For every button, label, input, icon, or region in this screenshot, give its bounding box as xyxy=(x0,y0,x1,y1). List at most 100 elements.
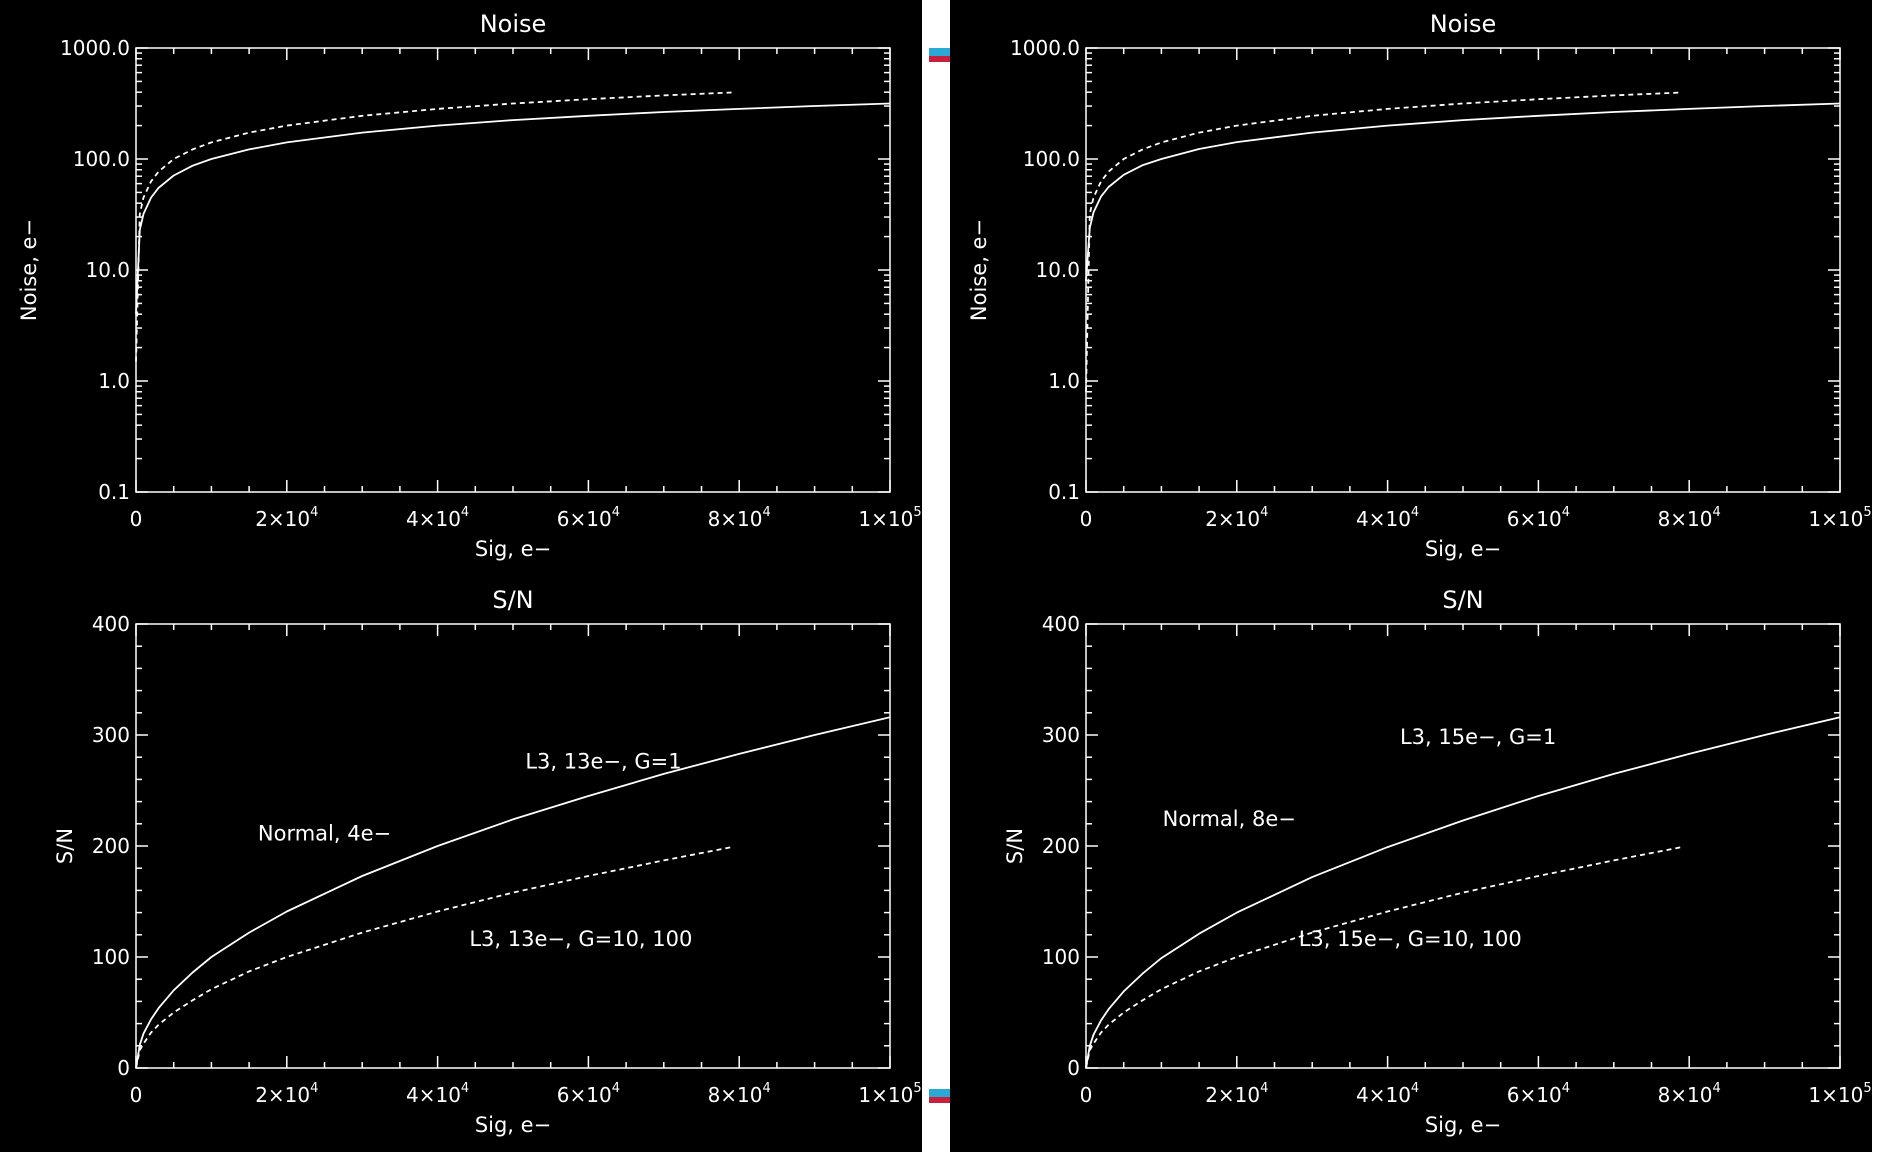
right-figure-panel: 0 2×104 4×104 6×104 8×104 1×105 0.1 1.0 10.0 100.… xyxy=(950,0,1872,1152)
x-tick-label-mantissa: 1×10 xyxy=(858,1083,913,1107)
x-ticks xyxy=(1085,48,1841,492)
y-ticks xyxy=(1086,623,1840,1069)
x-axis-label: Sig, e− xyxy=(475,537,551,561)
x-tick-label-mantissa: 0 xyxy=(1080,1083,1093,1107)
y-tick-label: 10.0 xyxy=(85,258,130,282)
x-tick-label: 8×104 xyxy=(708,1081,771,1107)
x-tick-label: 6×104 xyxy=(1507,505,1570,531)
x-tick-label-mantissa: 0 xyxy=(1080,507,1093,531)
x-tick-label-exponent: 5 xyxy=(1863,505,1871,520)
y-tick-label: 0.1 xyxy=(98,480,130,504)
x-tick-label: 0 xyxy=(1080,1083,1093,1107)
x-tick-label-mantissa: 1×10 xyxy=(1808,1083,1863,1107)
snr-chart-right: 0 2×104 4×104 6×104 8×104 1×1050100200300400S… xyxy=(1003,586,1872,1137)
x-tick-label-mantissa: 0 xyxy=(130,1083,143,1107)
x-ticks xyxy=(135,48,891,492)
separator-marker-bottom-red xyxy=(929,1097,950,1103)
x-tick-label: 0 xyxy=(130,507,143,531)
x-tick-label-exponent: 4 xyxy=(612,1081,620,1096)
chart-title: Noise xyxy=(480,10,547,38)
x-tick-label-exponent: 4 xyxy=(1713,1081,1721,1096)
x-tick-label-mantissa: 2×10 xyxy=(255,1083,310,1107)
curve-annotation: Normal, 8e− xyxy=(1163,807,1296,831)
y-tick-label: 1.0 xyxy=(98,369,130,393)
solid-series-line xyxy=(1085,716,1841,1069)
separator-marker-top-cyan xyxy=(929,48,950,56)
x-tick-label: 1×105 xyxy=(858,1081,921,1107)
curve-annotation: L3, 15e−, G=1 xyxy=(1400,725,1556,749)
y-tick-label: 400 xyxy=(92,612,130,636)
x-tick-label-exponent: 4 xyxy=(310,505,318,520)
x-tick-label: 0 xyxy=(130,1083,143,1107)
x-tick-label-exponent: 4 xyxy=(1260,505,1268,520)
x-tick-label: 8×104 xyxy=(1658,1081,1721,1107)
x-tick-label: 2×104 xyxy=(1205,505,1268,531)
x-tick-label-mantissa: 0 xyxy=(130,507,143,531)
x-tick-label: 2×104 xyxy=(1205,1081,1268,1107)
y-tick-label: 300 xyxy=(1042,723,1080,747)
x-tick-label: 4×104 xyxy=(1356,1081,1419,1107)
y-tick-label: 0 xyxy=(117,1056,130,1080)
y-axis-label: Noise, e− xyxy=(17,219,41,321)
x-tick-label-exponent: 4 xyxy=(1713,505,1721,520)
y-axis-label: Noise, e− xyxy=(967,219,991,321)
x-tick-label-exponent: 4 xyxy=(1411,505,1419,520)
snr-chart-left: 0 2×104 4×104 6×104 8×104 1×1050100200300400S… xyxy=(53,586,922,1137)
x-tick-label-mantissa: 8×10 xyxy=(1658,507,1713,531)
x-tick-label-exponent: 4 xyxy=(1411,1081,1419,1096)
x-tick-label-mantissa: 2×10 xyxy=(1205,1083,1260,1107)
x-tick-label: 6×104 xyxy=(1507,1081,1570,1107)
x-tick-label-mantissa: 8×10 xyxy=(708,507,763,531)
x-tick-label: 4×104 xyxy=(406,1081,469,1107)
noise-chart-left: 0 2×104 4×104 6×104 8×104 1×1050.11.010.0100.… xyxy=(17,10,922,561)
x-tick-label-mantissa: 6×10 xyxy=(1507,507,1562,531)
y-tick-label: 200 xyxy=(1042,834,1080,858)
x-axis-label: Sig, e− xyxy=(475,1113,551,1137)
x-tick-label-mantissa: 8×10 xyxy=(708,1083,763,1107)
x-tick-label-exponent: 5 xyxy=(913,1081,921,1096)
separator-marker-bottom-cyan xyxy=(929,1089,950,1097)
y-tick-label: 100 xyxy=(92,945,130,969)
y-tick-label: 0 xyxy=(1067,1056,1080,1080)
y-tick-label: 1.0 xyxy=(1048,369,1080,393)
y-tick-label: 300 xyxy=(92,723,130,747)
x-tick-label-mantissa: 1×10 xyxy=(858,507,913,531)
x-tick-label: 6×104 xyxy=(557,1081,620,1107)
plot-frame xyxy=(1085,623,1841,1069)
x-tick-label: 2×104 xyxy=(255,1081,318,1107)
x-tick-label-mantissa: 4×10 xyxy=(1356,507,1411,531)
x-tick-label: 6×104 xyxy=(557,505,620,531)
left-figure-panel: 0 2×104 4×104 6×104 8×104 1×105 0.1 1.0 10.0 100.… xyxy=(0,0,922,1152)
x-axis-label: Sig, e− xyxy=(1425,1113,1501,1137)
x-tick-label-mantissa: 4×10 xyxy=(1356,1083,1411,1107)
y-tick-label: 100 xyxy=(1042,945,1080,969)
x-tick-label-exponent: 4 xyxy=(310,1081,318,1096)
x-tick-label-exponent: 5 xyxy=(913,505,921,520)
x-tick-label: 2×104 xyxy=(255,505,318,531)
chart-title: S/N xyxy=(492,586,533,614)
x-tick-label: 1×105 xyxy=(1808,1081,1871,1107)
solid-series-line xyxy=(1085,102,1841,281)
x-tick-label-mantissa: 6×10 xyxy=(557,507,612,531)
x-tick-label: 8×104 xyxy=(1658,505,1721,531)
y-ticks xyxy=(1086,47,1840,493)
x-tick-label-mantissa: 8×10 xyxy=(1658,1083,1713,1107)
chart-title: Noise xyxy=(1430,10,1497,38)
x-tick-label-exponent: 4 xyxy=(461,505,469,520)
x-tick-label-mantissa: 4×10 xyxy=(406,507,461,531)
x-ticks xyxy=(1085,624,1841,1068)
curve-annotation: Normal, 4e− xyxy=(258,821,391,845)
dashed-series-line xyxy=(135,91,732,362)
x-tick-label-exponent: 4 xyxy=(1260,1081,1268,1096)
x-tick-label: 4×104 xyxy=(1356,505,1419,531)
x-axis-label: Sig, e− xyxy=(1425,537,1501,561)
x-tick-label: 8×104 xyxy=(708,505,771,531)
y-tick-label: 10.0 xyxy=(1035,258,1080,282)
x-tick-label-exponent: 4 xyxy=(1562,505,1570,520)
x-tick-label-mantissa: 2×10 xyxy=(1205,507,1260,531)
x-tick-label-exponent: 4 xyxy=(1562,1081,1570,1096)
curve-annotation: L3, 13e−, G=1 xyxy=(525,749,681,773)
y-tick-label: 400 xyxy=(1042,612,1080,636)
x-tick-label-exponent: 4 xyxy=(763,1081,771,1096)
x-tick-label-mantissa: 6×10 xyxy=(557,1083,612,1107)
